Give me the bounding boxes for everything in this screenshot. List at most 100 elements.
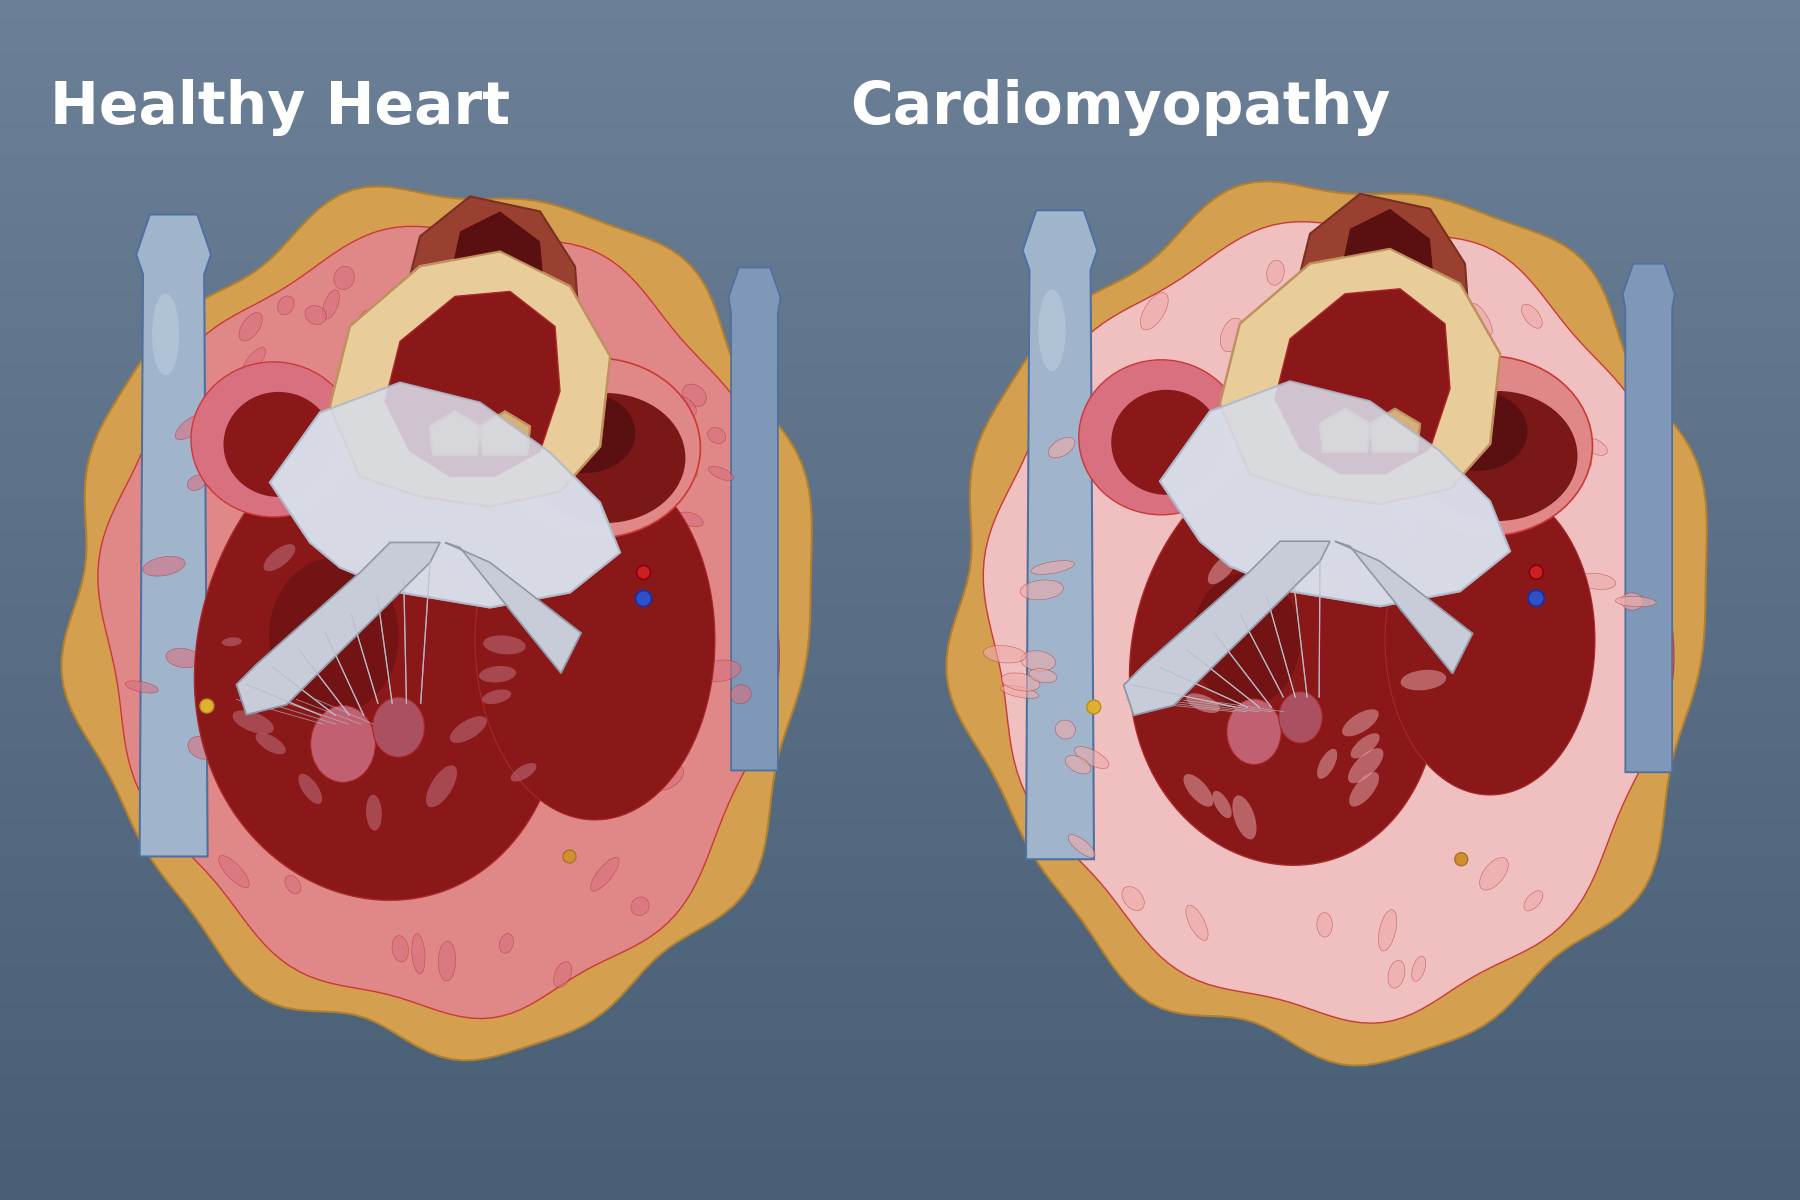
Bar xyxy=(0,868,1800,874)
Bar xyxy=(0,328,1800,332)
Bar xyxy=(0,1196,1800,1200)
Bar xyxy=(0,1192,1800,1198)
Bar xyxy=(0,96,1800,101)
Bar xyxy=(0,136,1800,140)
Ellipse shape xyxy=(1395,264,1415,300)
Bar xyxy=(0,72,1800,77)
Bar xyxy=(0,736,1800,740)
Bar xyxy=(0,364,1800,370)
Bar xyxy=(0,240,1800,245)
Ellipse shape xyxy=(709,466,734,481)
Bar xyxy=(0,808,1800,814)
Ellipse shape xyxy=(1213,791,1231,818)
Bar xyxy=(0,212,1800,217)
Bar xyxy=(0,148,1800,152)
Ellipse shape xyxy=(1082,444,1105,464)
Bar xyxy=(0,1100,1800,1105)
Bar xyxy=(0,484,1800,490)
Ellipse shape xyxy=(1121,887,1145,911)
Bar xyxy=(0,604,1800,608)
Bar xyxy=(0,252,1800,257)
Bar xyxy=(0,248,1800,253)
Bar xyxy=(0,24,1800,29)
Bar xyxy=(0,516,1800,521)
Bar xyxy=(0,848,1800,853)
Bar xyxy=(0,592,1800,596)
Bar xyxy=(0,520,1800,526)
Bar xyxy=(0,204,1800,209)
Bar xyxy=(0,400,1800,404)
Ellipse shape xyxy=(1411,956,1426,982)
Bar xyxy=(0,360,1800,365)
Bar xyxy=(0,424,1800,428)
Bar xyxy=(0,464,1800,469)
Ellipse shape xyxy=(1265,528,1274,547)
Bar xyxy=(0,440,1800,445)
Bar xyxy=(0,912,1800,917)
Bar xyxy=(0,448,1800,452)
Ellipse shape xyxy=(499,934,513,953)
Bar xyxy=(0,700,1800,704)
Ellipse shape xyxy=(1267,260,1283,286)
Ellipse shape xyxy=(365,794,382,830)
Bar xyxy=(0,152,1800,157)
Bar xyxy=(0,624,1800,629)
Bar xyxy=(0,936,1800,941)
Bar xyxy=(0,60,1800,65)
Bar xyxy=(0,784,1800,790)
Ellipse shape xyxy=(256,733,286,755)
Bar xyxy=(0,544,1800,550)
Bar xyxy=(0,724,1800,728)
Bar xyxy=(0,140,1800,145)
Bar xyxy=(0,44,1800,49)
Ellipse shape xyxy=(322,289,340,319)
Bar xyxy=(0,532,1800,538)
Ellipse shape xyxy=(1186,694,1220,713)
Ellipse shape xyxy=(635,590,652,606)
Ellipse shape xyxy=(1303,524,1327,566)
Bar xyxy=(0,536,1800,541)
Ellipse shape xyxy=(526,392,686,523)
Bar xyxy=(0,444,1800,449)
Bar xyxy=(0,708,1800,713)
Ellipse shape xyxy=(191,362,356,517)
Polygon shape xyxy=(729,268,781,770)
Bar xyxy=(0,244,1800,248)
Ellipse shape xyxy=(1078,360,1244,515)
Bar xyxy=(0,1024,1800,1028)
Bar xyxy=(0,1188,1800,1193)
Bar xyxy=(0,1032,1800,1037)
Bar xyxy=(0,572,1800,577)
Ellipse shape xyxy=(1480,858,1508,890)
Ellipse shape xyxy=(511,763,536,781)
Bar xyxy=(0,684,1800,689)
Ellipse shape xyxy=(373,697,425,757)
Ellipse shape xyxy=(1471,304,1492,335)
Ellipse shape xyxy=(216,432,239,452)
Ellipse shape xyxy=(1418,391,1577,521)
Bar xyxy=(0,164,1800,169)
Ellipse shape xyxy=(1220,318,1244,352)
Bar xyxy=(0,8,1800,13)
Bar xyxy=(0,184,1800,188)
Ellipse shape xyxy=(1098,377,1120,398)
Bar xyxy=(0,216,1800,221)
Ellipse shape xyxy=(1192,572,1300,706)
Bar xyxy=(0,1016,1800,1021)
Bar xyxy=(0,388,1800,392)
Bar xyxy=(0,492,1800,497)
Ellipse shape xyxy=(200,698,214,713)
Bar xyxy=(0,292,1800,296)
Ellipse shape xyxy=(1424,277,1445,312)
Ellipse shape xyxy=(1427,391,1528,470)
Ellipse shape xyxy=(482,635,526,654)
Bar xyxy=(0,188,1800,193)
Bar xyxy=(0,1124,1800,1129)
Ellipse shape xyxy=(218,856,248,888)
Bar xyxy=(0,4,1800,8)
Ellipse shape xyxy=(563,850,576,863)
Ellipse shape xyxy=(1382,356,1593,536)
Bar xyxy=(0,600,1800,605)
Bar xyxy=(0,528,1800,533)
Bar xyxy=(0,1020,1800,1025)
